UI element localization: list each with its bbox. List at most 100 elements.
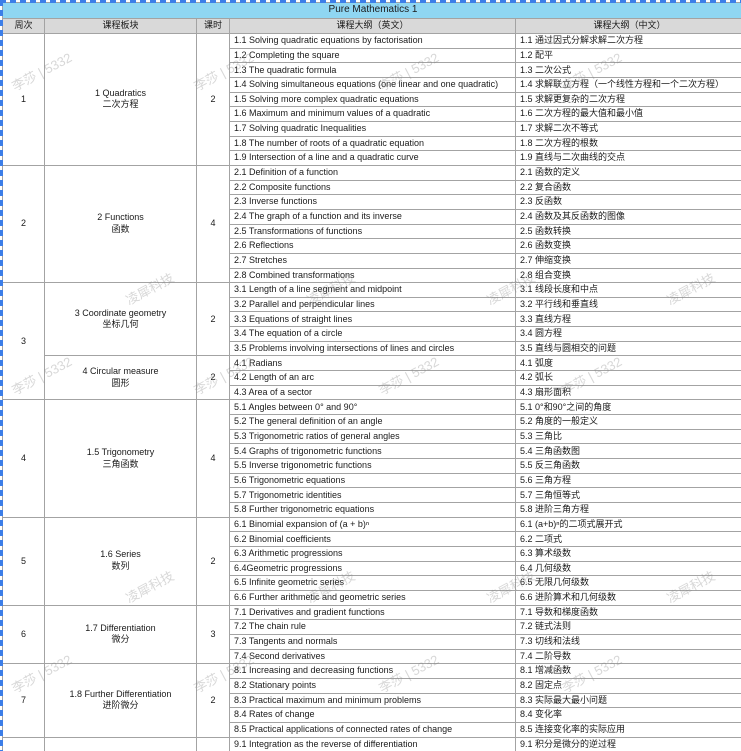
module-cell[interactable] xyxy=(44,736,197,751)
syllabus-zh-cell[interactable]: 2.6 函数变换 xyxy=(515,238,741,254)
syllabus-en-cell[interactable]: 1.3 The quadratic formula xyxy=(229,62,516,78)
module-cell[interactable]: 1 Quadratics 二次方程 xyxy=(44,33,197,166)
hours-cell[interactable]: 4 xyxy=(196,164,230,284)
syllabus-en-cell[interactable]: 5.3 Trigonometric ratios of general angl… xyxy=(229,428,516,445)
syllabus-en-cell[interactable]: 7.3 Tangents and normals xyxy=(229,633,516,650)
syllabus-en-cell[interactable]: 2.3 Inverse functions xyxy=(229,194,516,210)
syllabus-en-cell[interactable]: 6.1 Binomial expansion of (a + b)ⁿ xyxy=(229,516,516,533)
syllabus-en-cell[interactable]: 1.7 Solving quadratic Inequalities xyxy=(229,120,516,137)
syllabus-en-cell[interactable]: 6.6 Further arithmetic and geometric ser… xyxy=(229,589,516,606)
module-cell[interactable]: 4 Circular measure 圆形 xyxy=(44,355,197,401)
module-cell[interactable]: 2 Functions 函数 xyxy=(44,164,197,284)
syllabus-zh-cell[interactable]: 3.4 圆方程 xyxy=(515,326,741,342)
module-cell[interactable]: 1.6 Series 数列 xyxy=(44,516,197,606)
syllabus-en-cell[interactable]: 1.5 Solving more complex quadratic equat… xyxy=(229,91,516,108)
week-cell[interactable]: 2 xyxy=(2,164,45,284)
syllabus-zh-cell[interactable]: 7.2 链式法则 xyxy=(515,619,741,635)
syllabus-zh-cell[interactable]: 7.3 切线和法线 xyxy=(515,633,741,650)
syllabus-en-cell[interactable]: 2.2 Composite functions xyxy=(229,179,516,196)
syllabus-zh-cell[interactable]: 5.6 三角方程 xyxy=(515,472,741,489)
syllabus-en-cell[interactable]: 6.2 Binomial coefficients xyxy=(229,531,516,547)
syllabus-zh-cell[interactable]: 1.1 通过因式分解求解二次方程 xyxy=(515,33,741,49)
syllabus-zh-cell[interactable]: 5.3 三角比 xyxy=(515,428,741,445)
week-cell[interactable]: 6 xyxy=(2,604,45,665)
syllabus-zh-cell[interactable]: 7.4 二阶导数 xyxy=(515,648,741,665)
page-title[interactable]: Pure Mathematics 1 xyxy=(2,2,741,19)
syllabus-en-cell[interactable]: 5.7 Trigonometric identities xyxy=(229,487,516,503)
syllabus-zh-cell[interactable]: 1.3 二次公式 xyxy=(515,62,741,78)
syllabus-zh-cell[interactable]: 4.3 扇形面积 xyxy=(515,384,741,401)
syllabus-en-cell[interactable]: 8.1 Increasing and decreasing functions xyxy=(229,663,516,679)
syllabus-zh-cell[interactable]: 4.1 弧度 xyxy=(515,355,741,372)
syllabus-zh-cell[interactable]: 3.2 平行线和垂直线 xyxy=(515,296,741,313)
syllabus-en-cell[interactable]: 6.5 Infinite geometric series xyxy=(229,575,516,591)
syllabus-en-cell[interactable]: 8.2 Stationary points xyxy=(229,677,516,694)
syllabus-en-cell[interactable]: 2.7 Stretches xyxy=(229,252,516,269)
syllabus-zh-cell[interactable]: 2.2 复合函数 xyxy=(515,179,741,196)
syllabus-zh-cell[interactable]: 2.5 函数转换 xyxy=(515,223,741,240)
syllabus-en-cell[interactable]: 2.4 The graph of a function and its inve… xyxy=(229,208,516,225)
syllabus-zh-cell[interactable]: 8.5 连接变化率的实际应用 xyxy=(515,721,741,738)
syllabus-zh-cell[interactable]: 5.5 反三角函数 xyxy=(515,458,741,474)
syllabus-en-cell[interactable]: 9.1 Integration as the reverse of differ… xyxy=(229,736,516,751)
syllabus-zh-cell[interactable]: 8.3 实际最大最小问题 xyxy=(515,692,741,709)
syllabus-en-cell[interactable]: 7.2 The chain rule xyxy=(229,619,516,635)
syllabus-zh-cell[interactable]: 5.7 三角恒等式 xyxy=(515,487,741,503)
syllabus-en-cell[interactable]: 3.5 Problems involving intersections of … xyxy=(229,340,516,357)
syllabus-zh-cell[interactable]: 6.1 (a+b)ⁿ的二项式展开式 xyxy=(515,516,741,533)
syllabus-zh-cell[interactable]: 5.4 三角函数图 xyxy=(515,443,741,460)
syllabus-en-cell[interactable]: 2.8 Combined transformations xyxy=(229,267,516,284)
syllabus-en-cell[interactable]: 5.5 Inverse trigonometric functions xyxy=(229,458,516,474)
syllabus-zh-cell[interactable]: 9.1 积分是微分的逆过程 xyxy=(515,736,741,751)
syllabus-en-cell[interactable]: 2.5 Transformations of functions xyxy=(229,223,516,240)
syllabus-en-cell[interactable]: 8.5 Practical applications of connected … xyxy=(229,721,516,738)
hours-cell[interactable]: 2 xyxy=(196,516,230,606)
syllabus-zh-cell[interactable]: 5.1 0°和90°之间的角度 xyxy=(515,399,741,416)
column-header-syllabus-zh[interactable]: 课程大纲（中文） xyxy=(515,18,741,34)
syllabus-zh-cell[interactable]: 2.8 组合变换 xyxy=(515,267,741,284)
syllabus-en-cell[interactable]: 5.2 The general definition of an angle xyxy=(229,414,516,430)
syllabus-zh-cell[interactable]: 8.1 增减函数 xyxy=(515,663,741,679)
syllabus-zh-cell[interactable]: 1.4 求解联立方程（一个线性方程和一个二次方程） xyxy=(515,76,741,93)
hours-cell[interactable]: 2 xyxy=(196,355,230,401)
syllabus-en-cell[interactable]: 4.3 Area of a sector xyxy=(229,384,516,401)
syllabus-zh-cell[interactable]: 1.5 求解更复杂的二次方程 xyxy=(515,91,741,108)
syllabus-en-cell[interactable]: 2.1 Definition of a function xyxy=(229,164,516,181)
syllabus-en-cell[interactable]: 4.2 Length of an arc xyxy=(229,370,516,386)
syllabus-zh-cell[interactable]: 6.2 二项式 xyxy=(515,531,741,547)
syllabus-en-cell[interactable]: 7.4 Second derivatives xyxy=(229,648,516,665)
module-cell[interactable]: 1.8 Further Differentiation 进阶微分 xyxy=(44,663,197,738)
module-cell[interactable]: 3 Coordinate geometry 坐标几何 xyxy=(44,282,197,357)
syllabus-en-cell[interactable]: 5.8 Further trigonometric equations xyxy=(229,502,516,518)
syllabus-zh-cell[interactable]: 5.2 角度的一般定义 xyxy=(515,414,741,430)
syllabus-en-cell[interactable]: 8.3 Practical maximum and minimum proble… xyxy=(229,692,516,709)
syllabus-zh-cell[interactable]: 1.7 求解二次不等式 xyxy=(515,120,741,137)
syllabus-zh-cell[interactable]: 4.2 弧长 xyxy=(515,370,741,386)
syllabus-zh-cell[interactable]: 3.3 直线方程 xyxy=(515,311,741,328)
syllabus-en-cell[interactable]: 5.1 Angles between 0° and 90° xyxy=(229,399,516,416)
week-cell[interactable]: 4 xyxy=(2,399,45,518)
syllabus-en-cell[interactable]: 3.3 Equations of straight lines xyxy=(229,311,516,328)
column-header-module[interactable]: 课程板块 xyxy=(44,18,197,34)
syllabus-zh-cell[interactable]: 1.9 直线与二次曲线的交点 xyxy=(515,150,741,166)
syllabus-en-cell[interactable]: 1.9 Intersection of a line and a quadrat… xyxy=(229,150,516,166)
week-cell[interactable]: 7 xyxy=(2,663,45,738)
syllabus-en-cell[interactable]: 4.1 Radians xyxy=(229,355,516,372)
module-cell[interactable]: 1.7 Differentiation 微分 xyxy=(44,604,197,665)
syllabus-zh-cell[interactable]: 8.2 固定点 xyxy=(515,677,741,694)
syllabus-en-cell[interactable]: 6.4Geometric progressions xyxy=(229,560,516,577)
syllabus-en-cell[interactable]: 2.6 Reflections xyxy=(229,238,516,254)
syllabus-zh-cell[interactable]: 1.6 二次方程的最大值和最小值 xyxy=(515,106,741,122)
syllabus-en-cell[interactable]: 5.6 Trigonometric equations xyxy=(229,472,516,489)
week-cell[interactable] xyxy=(2,736,45,751)
hours-cell[interactable]: 2 xyxy=(196,663,230,738)
syllabus-zh-cell[interactable]: 1.8 二次方程的根数 xyxy=(515,135,741,152)
hours-cell[interactable]: 2 xyxy=(196,33,230,166)
hours-cell[interactable] xyxy=(196,736,230,751)
syllabus-zh-cell[interactable]: 8.4 变化率 xyxy=(515,707,741,723)
syllabus-zh-cell[interactable]: 2.1 函数的定义 xyxy=(515,164,741,181)
module-cell[interactable]: 1.5 Trigonometry 三角函数 xyxy=(44,399,197,518)
syllabus-zh-cell[interactable]: 3.1 线段长度和中点 xyxy=(515,282,741,298)
hours-cell[interactable]: 2 xyxy=(196,282,230,357)
syllabus-en-cell[interactable]: 7.1 Derivatives and gradient functions xyxy=(229,604,516,621)
